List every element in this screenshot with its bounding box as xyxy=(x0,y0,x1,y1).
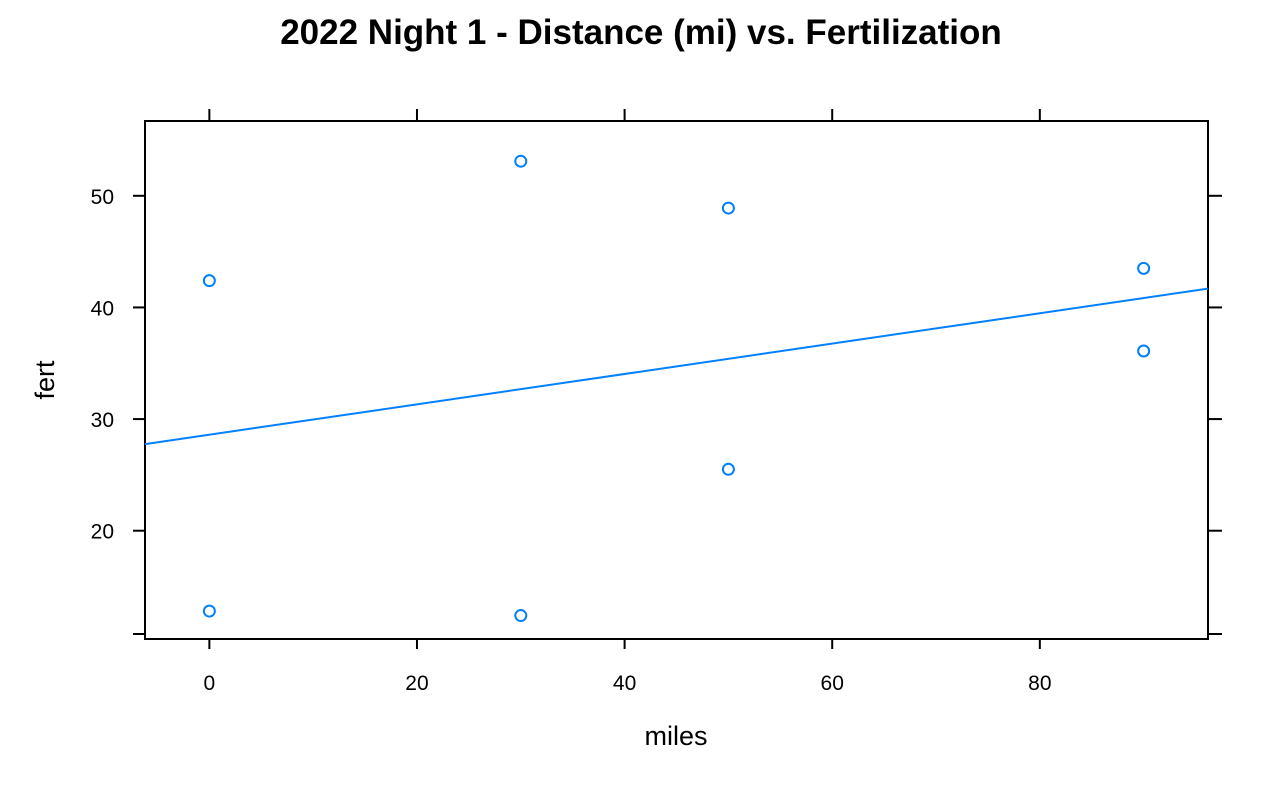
y-tick-label: 40 xyxy=(91,297,114,320)
y-tick-label: 20 xyxy=(91,521,114,544)
plot-frame xyxy=(144,120,1209,640)
regression-line xyxy=(145,287,1208,446)
x-axis-ticks: 0 20 40 60 80 xyxy=(204,109,1052,695)
x-axis-label: miles xyxy=(644,721,707,751)
data-point xyxy=(721,462,735,476)
x-tick-label: 0 xyxy=(204,672,216,695)
data-point xyxy=(202,604,216,618)
data-point xyxy=(202,274,216,288)
data-point xyxy=(721,201,735,215)
y-tick-label: 50 xyxy=(91,186,114,209)
data-point xyxy=(1137,344,1151,358)
plot-area xyxy=(145,154,1208,623)
data-point xyxy=(1137,261,1151,275)
y-tick-label: 30 xyxy=(91,409,114,432)
x-tick-label: 40 xyxy=(613,672,636,695)
x-tick-label: 20 xyxy=(405,672,428,695)
data-layer xyxy=(145,154,1208,623)
y-axis-label: fert xyxy=(30,360,60,400)
chart-title: 2022 Night 1 - Distance (mi) vs. Fertili… xyxy=(280,13,1002,52)
data-point xyxy=(514,609,528,623)
data-point xyxy=(514,154,528,168)
x-tick-label: 80 xyxy=(1028,672,1051,695)
x-tick-label: 60 xyxy=(821,672,844,695)
y-axis-ticks: 20 30 40 50 xyxy=(91,186,1222,635)
